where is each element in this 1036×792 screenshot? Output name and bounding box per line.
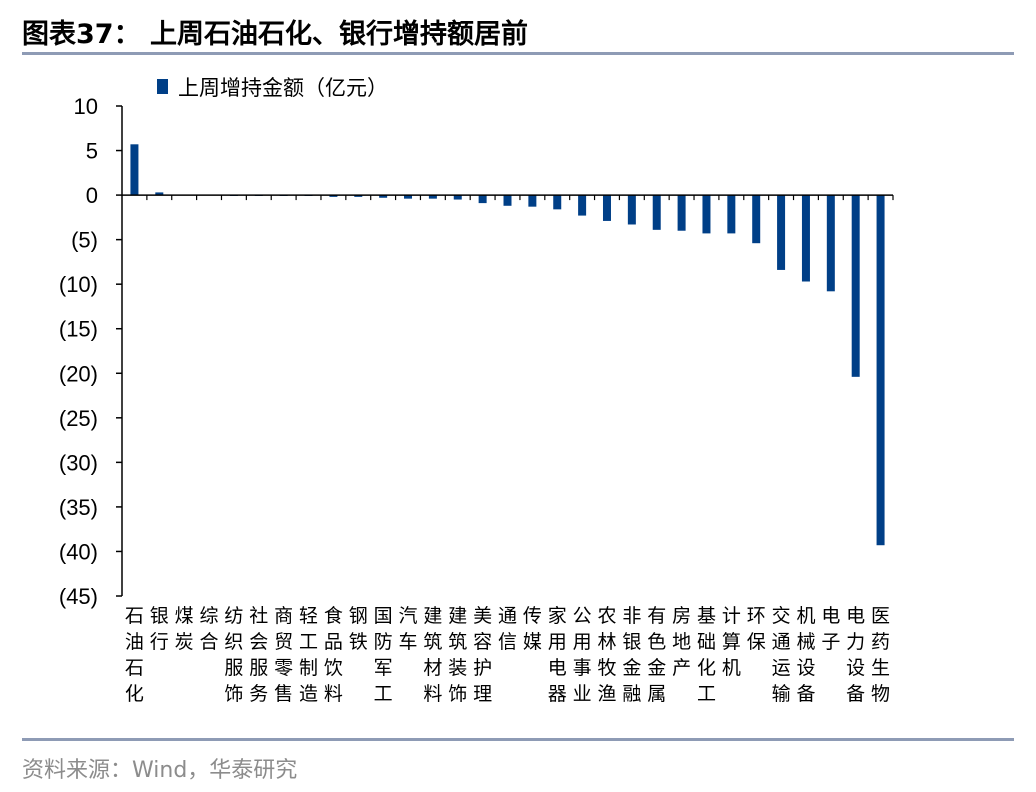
y-tick-label: 0 [86,183,98,208]
category-label: 有色金属 [647,605,666,705]
bar [354,195,363,197]
category-label: 医药生物 [871,605,890,705]
bar [428,195,437,199]
source-note: 资料来源：Wind，华泰研究 [22,758,298,783]
bar [851,195,860,377]
category-label: 国防军工 [374,605,393,705]
category-label: 食品饮料 [324,605,343,705]
category-label: 汽车 [399,605,418,653]
legend-swatch [157,79,168,94]
y-tick-label: (45) [59,584,98,609]
category-label: 商贸零售 [274,605,293,705]
bar [578,195,587,216]
bar [677,195,686,231]
y-tick-label: (25) [59,406,98,431]
y-tick-label: (20) [59,361,98,386]
bar [876,195,885,546]
bar [155,192,164,196]
bar [702,195,711,234]
y-tick-label: (5) [71,228,98,253]
y-tick-label: 10 [74,94,98,119]
category-label: 电子 [821,605,840,653]
category-label: 钢铁 [349,605,368,653]
bar [453,195,462,200]
bar [826,195,835,292]
category-label: 建筑装饰 [448,605,467,705]
category-label: 轻工制造 [299,605,318,705]
legend-label: 上周增持金额（亿元） [178,76,388,100]
category-label: 环保 [747,605,766,653]
category-label: 公用事业 [573,605,592,705]
category-label: 社会服务 [249,605,268,705]
category-label: 煤炭 [175,605,194,653]
bar-chart: 上周增持金额（亿元） 10 5 0 (5) (10) (15) (20) (25) (30) (35… [59,76,894,705]
bar [528,195,537,207]
category-label: 房地产 [672,605,691,679]
y-tick-label: (10) [59,272,98,297]
category-label: 银行 [150,605,169,653]
bar [652,195,661,230]
bar [379,195,388,198]
bottom-divider [22,738,1014,741]
category-label: 纺织服饰 [224,605,243,705]
category-label: 基础化工 [697,605,716,705]
top-divider [22,52,1014,55]
bar [478,195,487,204]
category-label: 非银金融 [622,605,641,705]
category-label: 交通运输 [772,605,791,705]
bar [627,195,636,225]
bar [602,195,611,221]
category-label: 家用电器 [548,605,567,705]
category-label: 美容护理 [473,605,492,705]
category-label: 计算机 [722,605,741,679]
category-label: 传媒 [523,605,542,653]
y-tick-label: (35) [59,495,98,520]
y-tick-label: 5 [86,139,98,164]
category-label: 农林牧渔 [597,605,616,705]
category-label: 通信 [498,605,517,653]
bar [727,195,736,234]
figure-title: 图表37： 上周石油石化、银行增持额居前 [22,19,528,50]
category-label: 石油石化 [125,605,144,705]
bar [329,195,338,197]
category-label: 建筑材料 [423,605,442,705]
bar [801,195,810,282]
y-tick-label: (15) [59,317,98,342]
category-label: 电力设备 [846,605,865,705]
bar [553,195,562,210]
bar [777,195,786,270]
bar [404,195,413,199]
y-tick-label: (40) [59,539,98,564]
category-label: 机械设备 [796,605,815,705]
bar [130,144,139,196]
y-tick-label: (30) [59,450,98,475]
bar [503,195,512,206]
category-label: 综合 [200,605,219,653]
bar [752,195,761,244]
